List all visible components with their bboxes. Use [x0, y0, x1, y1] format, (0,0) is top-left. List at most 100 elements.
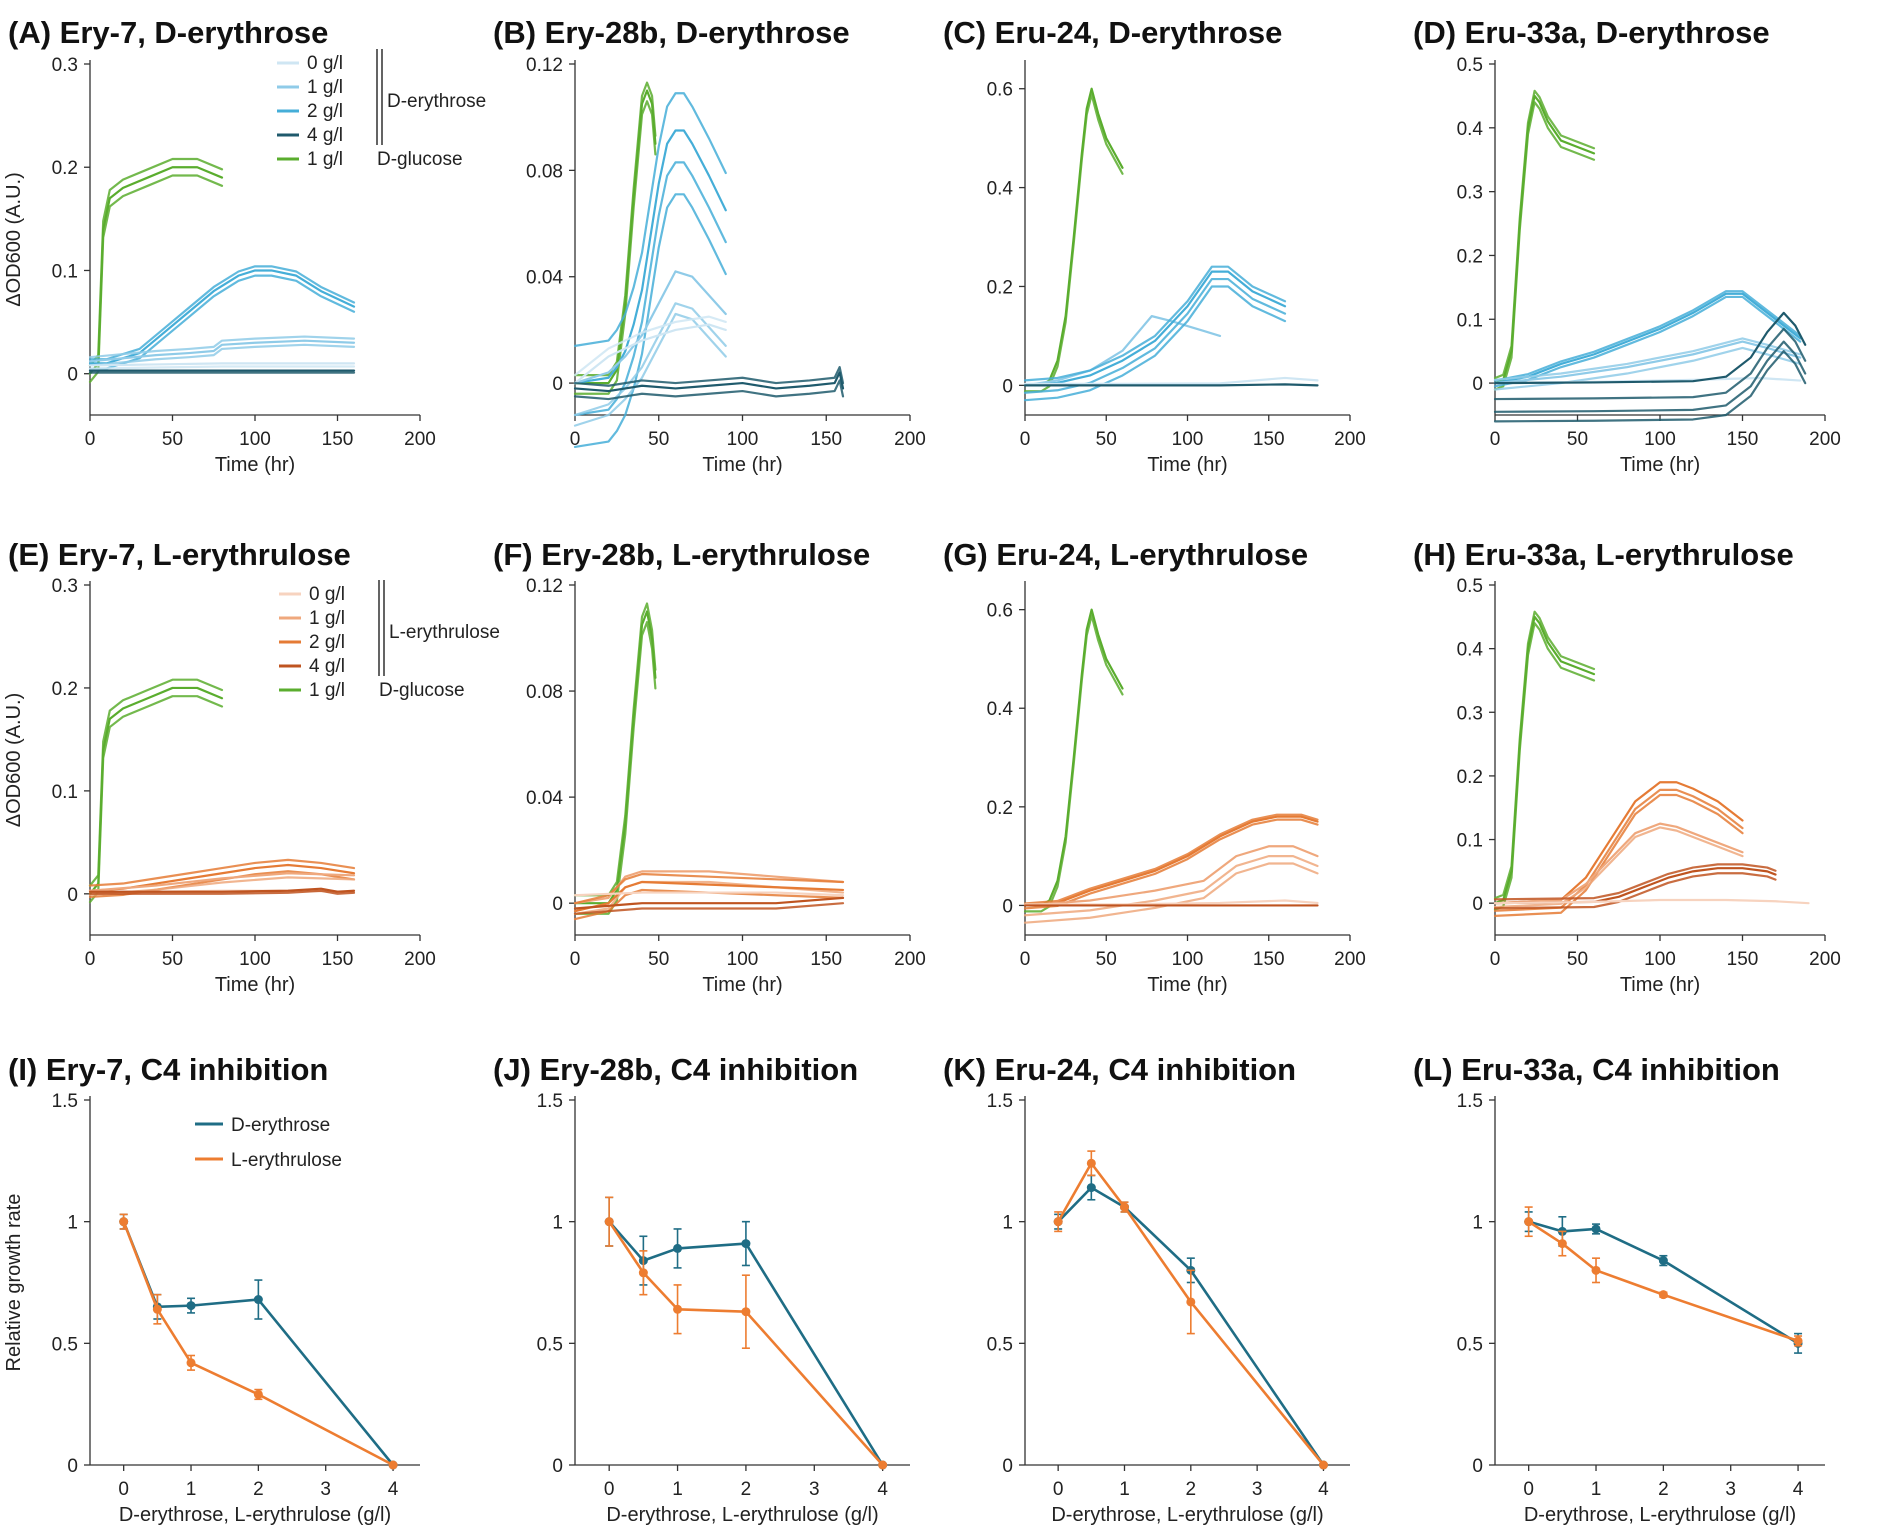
y-tick-label: 0.6	[987, 80, 1013, 101]
y-tick-label: 0.5	[987, 1334, 1013, 1355]
x-tick-label: 150	[1727, 429, 1759, 450]
replicate-line	[88, 858, 356, 887]
replicate-line	[1493, 340, 1807, 413]
x-tick-label: 4	[388, 1479, 399, 1500]
x-axis-label: D-erythrose, L-erythrulose (g/l)	[1524, 1504, 1796, 1526]
replicate-line	[573, 193, 727, 449]
x-tick-label: 100	[1172, 429, 1204, 450]
replicate-line	[88, 157, 224, 367]
panel-E: (E) Ery-7, L-erythrulose 0 0.1 0.2 0.3 0 50 100…	[3, 537, 436, 996]
replicate-line	[88, 335, 356, 359]
series-1-g-l-d-glucose	[88, 157, 224, 384]
data-point	[1658, 1290, 1668, 1300]
legend-l-erythrulose: 0 g/l 1 g/l 2 g/l 4 g/l 1 g/l L-erythrulose D-…	[279, 580, 500, 701]
legend-group-label: D-erythrose	[387, 91, 486, 112]
x-tick-label: 3	[320, 1479, 331, 1500]
x-tick-label: 0	[1523, 1479, 1534, 1500]
data-point	[604, 1217, 614, 1227]
panel-G: (G) Eru-24, L-erythrulose 0 0.2 0.4 0.6 0 50 10…	[943, 537, 1366, 996]
replicate-line	[1493, 290, 1802, 382]
replicate-line	[573, 379, 845, 401]
x-axis-label: Time (hr)	[215, 454, 295, 476]
y-tick-label: 0	[67, 365, 78, 386]
x-tick-label: 0	[604, 1479, 615, 1500]
y-tick-label: 1	[1472, 1213, 1483, 1234]
replicate-line	[88, 889, 356, 895]
x-tick-label: 100	[239, 949, 271, 970]
x-tick-label: 50	[162, 429, 183, 450]
x-tick-label: 4	[1318, 1479, 1329, 1500]
y-tick-label: 0.5	[1457, 576, 1483, 597]
replicate-line	[573, 621, 657, 915]
x-tick-label: 2	[1186, 1479, 1197, 1500]
x-tick-label: 150	[322, 429, 354, 450]
panel-title: (F) Ery-28b, L-erythrulose	[493, 537, 870, 572]
legend-label-d: D-erythrose	[231, 1115, 330, 1136]
x-tick-label: 2	[741, 1479, 752, 1500]
y-tick-label: 0.5	[1457, 1334, 1483, 1355]
panel-title: (K) Eru-24, C4 inhibition	[943, 1052, 1296, 1087]
y-tick-label: 0.2	[52, 679, 78, 700]
series-l-erythrulose	[1524, 1206, 1803, 1347]
y-tick-label: 0.2	[52, 158, 78, 179]
x-tick-label: 150	[1253, 429, 1285, 450]
legend-group-label: L-erythrulose	[389, 622, 500, 643]
x-tick-label: 3	[1252, 1479, 1263, 1500]
data-point	[119, 1217, 129, 1227]
series-4-g-l-d-erythrose	[88, 369, 356, 374]
y-tick-label: 0.4	[987, 699, 1014, 720]
y-tick-label: 0.12	[526, 55, 563, 76]
y-tick-label: 0.12	[526, 576, 563, 597]
y-tick-label: 0.2	[1457, 246, 1483, 267]
x-axis-label: D-erythrose, L-erythrulose (g/l)	[119, 1504, 391, 1526]
y-tick-label: 0	[67, 1456, 78, 1477]
series-1-g-l-d-glucose	[1023, 87, 1124, 393]
replicate-line	[1493, 327, 1807, 401]
replicate-line	[88, 678, 224, 887]
panel-A: (A) Ery-7, D-erythrose 0 0.1 0.2 0.3 0 50 100 15…	[3, 15, 436, 476]
panel-title: (E) Ery-7, L-erythrulose	[8, 537, 351, 572]
series-line	[1493, 615, 1596, 905]
legend-label: 0 g/l	[309, 584, 345, 605]
series-line	[1023, 383, 1319, 387]
replicate-line	[573, 872, 845, 905]
replicate-line	[573, 366, 845, 387]
series-l-erythrulose	[119, 1213, 398, 1470]
y-tick-label: 0.5	[1457, 55, 1483, 76]
series-l-erythrulose	[1053, 1150, 1328, 1470]
series-2-g-l-l-erythrulose	[573, 872, 845, 921]
x-tick-label: 0	[85, 949, 96, 970]
x-tick-label: 200	[1809, 949, 1841, 970]
series-line	[88, 872, 356, 892]
y-tick-label: 0.08	[526, 682, 563, 703]
replicate-line	[1493, 101, 1596, 391]
data-point	[1318, 1460, 1328, 1470]
x-tick-label: 0	[1490, 949, 1501, 970]
replicate-line	[1493, 350, 1807, 423]
replicate-line	[1023, 265, 1287, 382]
replicate-line	[573, 312, 727, 427]
x-tick-label: 100	[239, 429, 271, 450]
replicate-line	[573, 602, 657, 897]
legend-label: 1 g/l	[309, 608, 345, 629]
y-tick-label: 0.5	[52, 1334, 78, 1355]
y-tick-label: 1	[67, 1213, 78, 1234]
data-point	[673, 1304, 683, 1314]
series-4-g-l-d-erythrose	[1023, 383, 1319, 387]
legend-label: 4 g/l	[307, 125, 343, 146]
panel-I: (I) Ery-7, C4 inhibition 0 0.5 1 1.5 0 1 2 3 4 D-e…	[3, 1052, 420, 1526]
panel-F: (F) Ery-28b, L-erythrulose 0 0.04 0.08 0.12 0…	[493, 537, 926, 996]
series-line	[1527, 1220, 1800, 1345]
series-line	[1023, 376, 1319, 385]
series-line	[1493, 340, 1802, 385]
legend-label: 2 g/l	[309, 632, 345, 653]
series-0-g-l-l-erythrulose	[573, 891, 845, 897]
series-0-g-l-d-erythrose	[1023, 376, 1319, 385]
series-line	[88, 339, 356, 363]
x-tick-label: 100	[727, 949, 759, 970]
panel-title: (I) Ery-7, C4 inhibition	[8, 1052, 328, 1087]
y-tick-label: 0.1	[1457, 831, 1483, 852]
x-tick-label: 50	[1096, 949, 1117, 970]
x-tick-label: 200	[404, 949, 436, 970]
